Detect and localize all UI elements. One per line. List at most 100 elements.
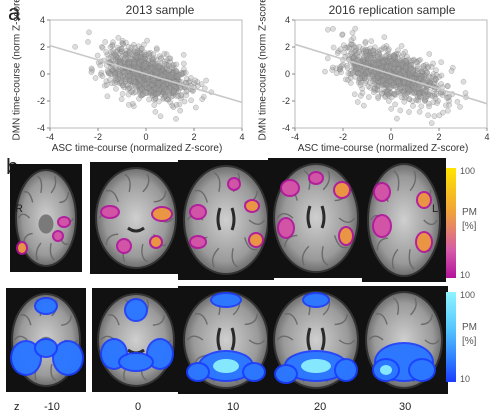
scatter-point — [180, 60, 187, 67]
brain-row-b — [10, 158, 446, 282]
ventricle — [306, 205, 326, 229]
sulcus — [23, 190, 34, 203]
ventricle — [216, 207, 236, 231]
scatter-point — [165, 71, 172, 78]
z-label-4: 20 — [314, 401, 327, 413]
ventricle — [306, 327, 326, 351]
colorbar-c-min: 10 — [460, 374, 471, 384]
scatter-point — [334, 50, 341, 56]
scatter-point — [432, 95, 439, 102]
sulcus — [420, 313, 433, 326]
scatter-point — [418, 75, 424, 82]
scatter-point — [356, 70, 363, 77]
scatter-point — [402, 64, 409, 70]
scatter-point — [448, 68, 455, 74]
scatter-point — [397, 107, 404, 114]
scatter-point — [103, 49, 110, 55]
z-label-5: 30 — [399, 401, 412, 413]
scatter-point — [380, 59, 387, 66]
scatter-point — [454, 98, 461, 105]
scatter-point — [170, 69, 177, 76]
brainstem — [38, 214, 54, 234]
brain-slice — [92, 288, 180, 392]
scatter-point — [381, 34, 388, 40]
sulcus — [409, 297, 417, 316]
scatter-point — [322, 68, 328, 75]
scatter-point — [157, 113, 164, 120]
scatter-point — [97, 62, 104, 69]
scatter-point — [110, 39, 116, 46]
scatter-point — [340, 42, 347, 49]
scatter-point — [147, 88, 154, 94]
scatter-point — [383, 64, 390, 70]
scatter-point — [161, 94, 167, 101]
scatter-point — [105, 55, 112, 62]
colorbar-c-title: PM — [462, 322, 477, 333]
scatter-point — [387, 78, 394, 85]
z-label-1: -10 — [44, 401, 60, 413]
scatter-point — [166, 85, 173, 92]
x-tick-label: 4 — [239, 132, 244, 142]
regression-line — [294, 43, 488, 105]
scatter-point — [446, 102, 453, 108]
sulcus — [408, 249, 415, 270]
scatter-point — [445, 94, 451, 101]
scatter-point — [118, 46, 125, 52]
scatter-point — [166, 67, 172, 74]
scatter-point — [339, 31, 346, 38]
scatter-point — [153, 46, 160, 53]
scatter-point — [169, 62, 176, 69]
activation-blob-core — [417, 233, 431, 251]
scatter-point — [173, 61, 180, 68]
scatter-point — [173, 102, 180, 108]
scatter-point — [438, 59, 445, 66]
scatter-point — [156, 62, 162, 69]
sulcus — [334, 235, 348, 249]
x-tick-label: -2 — [339, 132, 347, 142]
sulcus — [376, 237, 389, 251]
y-tick-label: -4 — [282, 123, 290, 133]
scatter-point — [403, 58, 410, 64]
scatter-point — [85, 39, 91, 45]
colorbar-b-unit: [%] — [462, 221, 477, 232]
activation-blob-core — [212, 294, 240, 306]
scatter-point — [188, 97, 194, 104]
scatter-point — [104, 93, 111, 100]
y-axis-label-2016: DMN time-course (norm Z-score) — [257, 0, 269, 141]
activation-blob-core — [102, 207, 118, 217]
colorbar-b — [446, 168, 456, 278]
side-label-left: L — [432, 203, 439, 215]
scatter-point — [376, 47, 383, 54]
scatter-point — [423, 88, 430, 94]
brain-outline — [183, 165, 269, 275]
scatter-point — [401, 98, 408, 105]
scatter-point — [374, 86, 381, 93]
regression-line — [49, 44, 243, 104]
activation-blob-core — [118, 240, 130, 252]
scatter-point — [382, 45, 389, 52]
scatter-point — [388, 105, 395, 112]
activation-blob-core — [54, 342, 82, 374]
scatter-point — [146, 96, 152, 103]
activation-blob-core — [12, 342, 40, 374]
scatter-point — [192, 104, 199, 111]
scatter-point — [348, 49, 355, 56]
scatter-point — [330, 25, 336, 32]
y-tick-label: -4 — [37, 123, 45, 133]
scatter-point — [347, 74, 354, 81]
scatter-point — [183, 92, 190, 99]
scatter-point — [161, 58, 168, 65]
brain-slice — [178, 286, 274, 394]
sulcus — [368, 335, 384, 341]
z-label-prefix: z — [14, 401, 20, 413]
x-tick-label: 2 — [436, 132, 441, 142]
sulcus — [423, 219, 438, 226]
scatter-point — [462, 90, 469, 96]
scatter-point — [360, 102, 367, 109]
scatter-point — [166, 91, 172, 98]
scatter-point — [357, 93, 364, 99]
scatter-point — [144, 74, 151, 81]
scatter-point — [94, 52, 101, 59]
x-tick-label: -4 — [46, 132, 54, 142]
y-tick-label: 2 — [40, 42, 45, 52]
